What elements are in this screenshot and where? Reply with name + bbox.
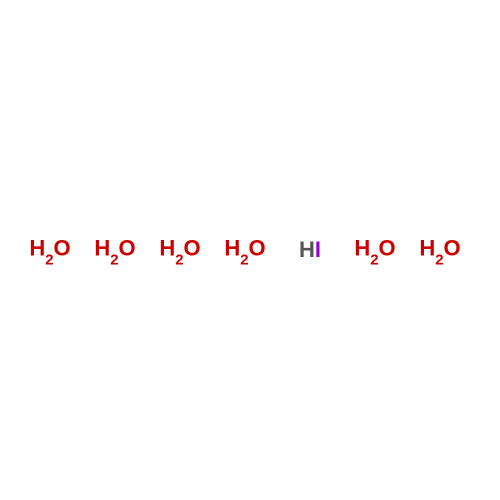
atom-H: H [419, 235, 435, 260]
atom-H: H [354, 235, 370, 260]
molecule-h2o-5: H2O [354, 237, 395, 262]
subscript: 2 [435, 252, 443, 269]
molecule-h2o-2: H2O [94, 237, 135, 262]
atom-O: O [54, 235, 71, 260]
atom-O: O [444, 235, 461, 260]
subscript: 2 [110, 252, 118, 269]
atom-O: O [379, 235, 396, 260]
atom-O: O [184, 235, 201, 260]
subscript: 2 [175, 252, 183, 269]
molecule-h2o-4: H2O [224, 237, 265, 262]
atom-H: H [299, 237, 315, 262]
formula-canvas: H2O H2O H2O H2O HI H2O H2O [0, 0, 500, 500]
subscript: 2 [240, 252, 248, 269]
molecule-hi: HI [299, 239, 321, 261]
molecule-h2o-3: H2O [159, 237, 200, 262]
atom-O: O [249, 235, 266, 260]
atom-H: H [224, 235, 240, 260]
atom-I: I [315, 237, 321, 262]
molecule-h2o-6: H2O [419, 237, 460, 262]
molecule-h2o-1: H2O [29, 237, 70, 262]
atom-H: H [94, 235, 110, 260]
atom-H: H [29, 235, 45, 260]
subscript: 2 [370, 252, 378, 269]
subscript: 2 [45, 252, 53, 269]
atom-H: H [159, 235, 175, 260]
atom-O: O [119, 235, 136, 260]
